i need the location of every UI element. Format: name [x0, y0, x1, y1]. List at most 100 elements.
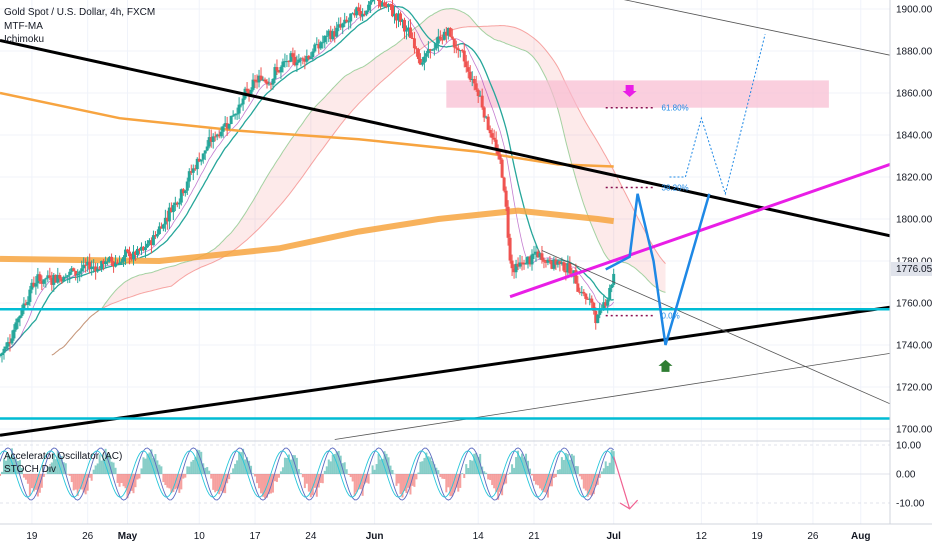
candle-body [133, 251, 137, 256]
ac-histogram-bar [264, 474, 267, 499]
ac-histogram-bar [246, 457, 249, 474]
ac-histogram-bar [606, 465, 609, 474]
candle-body [484, 116, 488, 118]
ac-histogram-bar [319, 474, 322, 483]
ac-histogram-bar [381, 458, 384, 474]
ac-histogram-bar [297, 469, 300, 474]
senkou-span-a [51, 8, 666, 356]
candle-body [64, 276, 68, 278]
candle-body [94, 266, 98, 272]
price-tick-label: 1880.00 [896, 47, 932, 58]
ac-histogram-bar [186, 466, 189, 474]
candle-body [474, 83, 478, 90]
candle-body [183, 190, 187, 194]
ac-histogram-bar [513, 467, 516, 474]
candle-body [44, 278, 48, 280]
candle-body [341, 23, 345, 28]
candle-body [54, 274, 58, 283]
ac-histogram-bar [357, 474, 360, 490]
time-tick-label: Jun [366, 531, 384, 542]
ac-histogram-bar [548, 474, 551, 487]
time-tick-label: 21 [528, 531, 540, 542]
ac-histogram-bar [375, 464, 378, 474]
candle-body [42, 279, 46, 284]
candle-body [293, 56, 297, 66]
candle-body [438, 36, 442, 40]
ac-histogram-bar [46, 466, 49, 474]
candle-body [169, 207, 173, 213]
ac-histogram-bar [287, 454, 290, 474]
oscillator-label-ac: Accelerator Oscillator (AC) [4, 451, 122, 462]
ac-histogram-bar [12, 455, 15, 474]
ac-histogram-bar [315, 474, 318, 497]
fibonacci-levels: 61.80% 38.20% 0.0% [605, 104, 689, 321]
candle-body [177, 202, 181, 205]
thin-descending-line [541, 250, 890, 405]
candle-body [464, 61, 468, 68]
ac-histogram-bar [469, 459, 472, 474]
ac-histogram-bar [166, 474, 169, 488]
candle-body [297, 59, 301, 63]
ac-histogram-bar [501, 474, 504, 496]
candle-body [544, 261, 548, 263]
ac-histogram-bar [164, 474, 167, 486]
candle-body [496, 150, 500, 155]
ac-histogram-bar [281, 467, 284, 474]
time-tick-label: 26 [82, 531, 94, 542]
ac-histogram-bar [403, 474, 406, 492]
ac-histogram-bar [600, 471, 603, 474]
candle-body [259, 75, 263, 80]
ac-histogram-bar [461, 473, 464, 474]
ac-histogram-bar [24, 474, 27, 480]
price-axis[interactable]: 1900.00 1880.00 1860.00 1840.00 1820.00 1800.… [896, 5, 932, 436]
ac-histogram-bar [333, 453, 336, 474]
candle-body [454, 47, 458, 49]
candle-body [283, 61, 287, 63]
ac-histogram-bar [283, 457, 286, 474]
ac-histogram-bar [295, 457, 298, 474]
candle-body [530, 254, 534, 265]
ac-histogram-bar [556, 469, 559, 474]
ac-histogram-bar [519, 456, 522, 474]
candle-body [337, 24, 341, 28]
candle-body [426, 49, 430, 54]
ac-histogram-bar [588, 474, 591, 495]
oscillator-axis: 10.00 0.00 -10.00 [896, 441, 925, 510]
ac-histogram-bar [138, 474, 141, 479]
ac-histogram-bar [525, 453, 528, 474]
ac-histogram-bar [168, 474, 171, 489]
ac-histogram-bar [307, 474, 310, 492]
candle-body [36, 274, 40, 284]
time-axis[interactable]: 19 26 May 10 17 24 Jun 14 21 Jul 12 19 26 Aug [26, 531, 870, 542]
ac-histogram-bar [116, 474, 119, 483]
candle-body [50, 277, 54, 285]
thin-ascending-line [334, 353, 890, 440]
price-tick-label: 1760.00 [896, 299, 932, 310]
ac-histogram-bar [96, 463, 99, 474]
candle-body [167, 207, 171, 222]
ac-histogram-bar [68, 474, 71, 476]
candle-body [329, 30, 333, 40]
ac-histogram-bar [383, 451, 386, 474]
ac-histogram-bar [534, 474, 537, 485]
candle-body [165, 217, 169, 222]
candle-body [118, 262, 122, 264]
senkou-span-b [51, 25, 666, 356]
ac-histogram-bar [252, 473, 255, 474]
ac-histogram-bar [52, 454, 55, 474]
candle-body [255, 81, 259, 83]
ac-histogram-bar [172, 474, 175, 492]
candle-body [279, 66, 283, 73]
ac-histogram-bar [345, 469, 348, 474]
candle-body [104, 261, 108, 265]
candle-body [436, 36, 440, 44]
ac-histogram-bar [495, 474, 498, 492]
ac-histogram-bar [493, 474, 496, 489]
candle-body [458, 50, 462, 52]
ac-histogram-bar [140, 468, 143, 474]
ac-histogram-bar [564, 452, 567, 474]
candle-body [335, 27, 339, 37]
candle-body [74, 270, 78, 276]
ac-histogram-bar [148, 452, 151, 474]
